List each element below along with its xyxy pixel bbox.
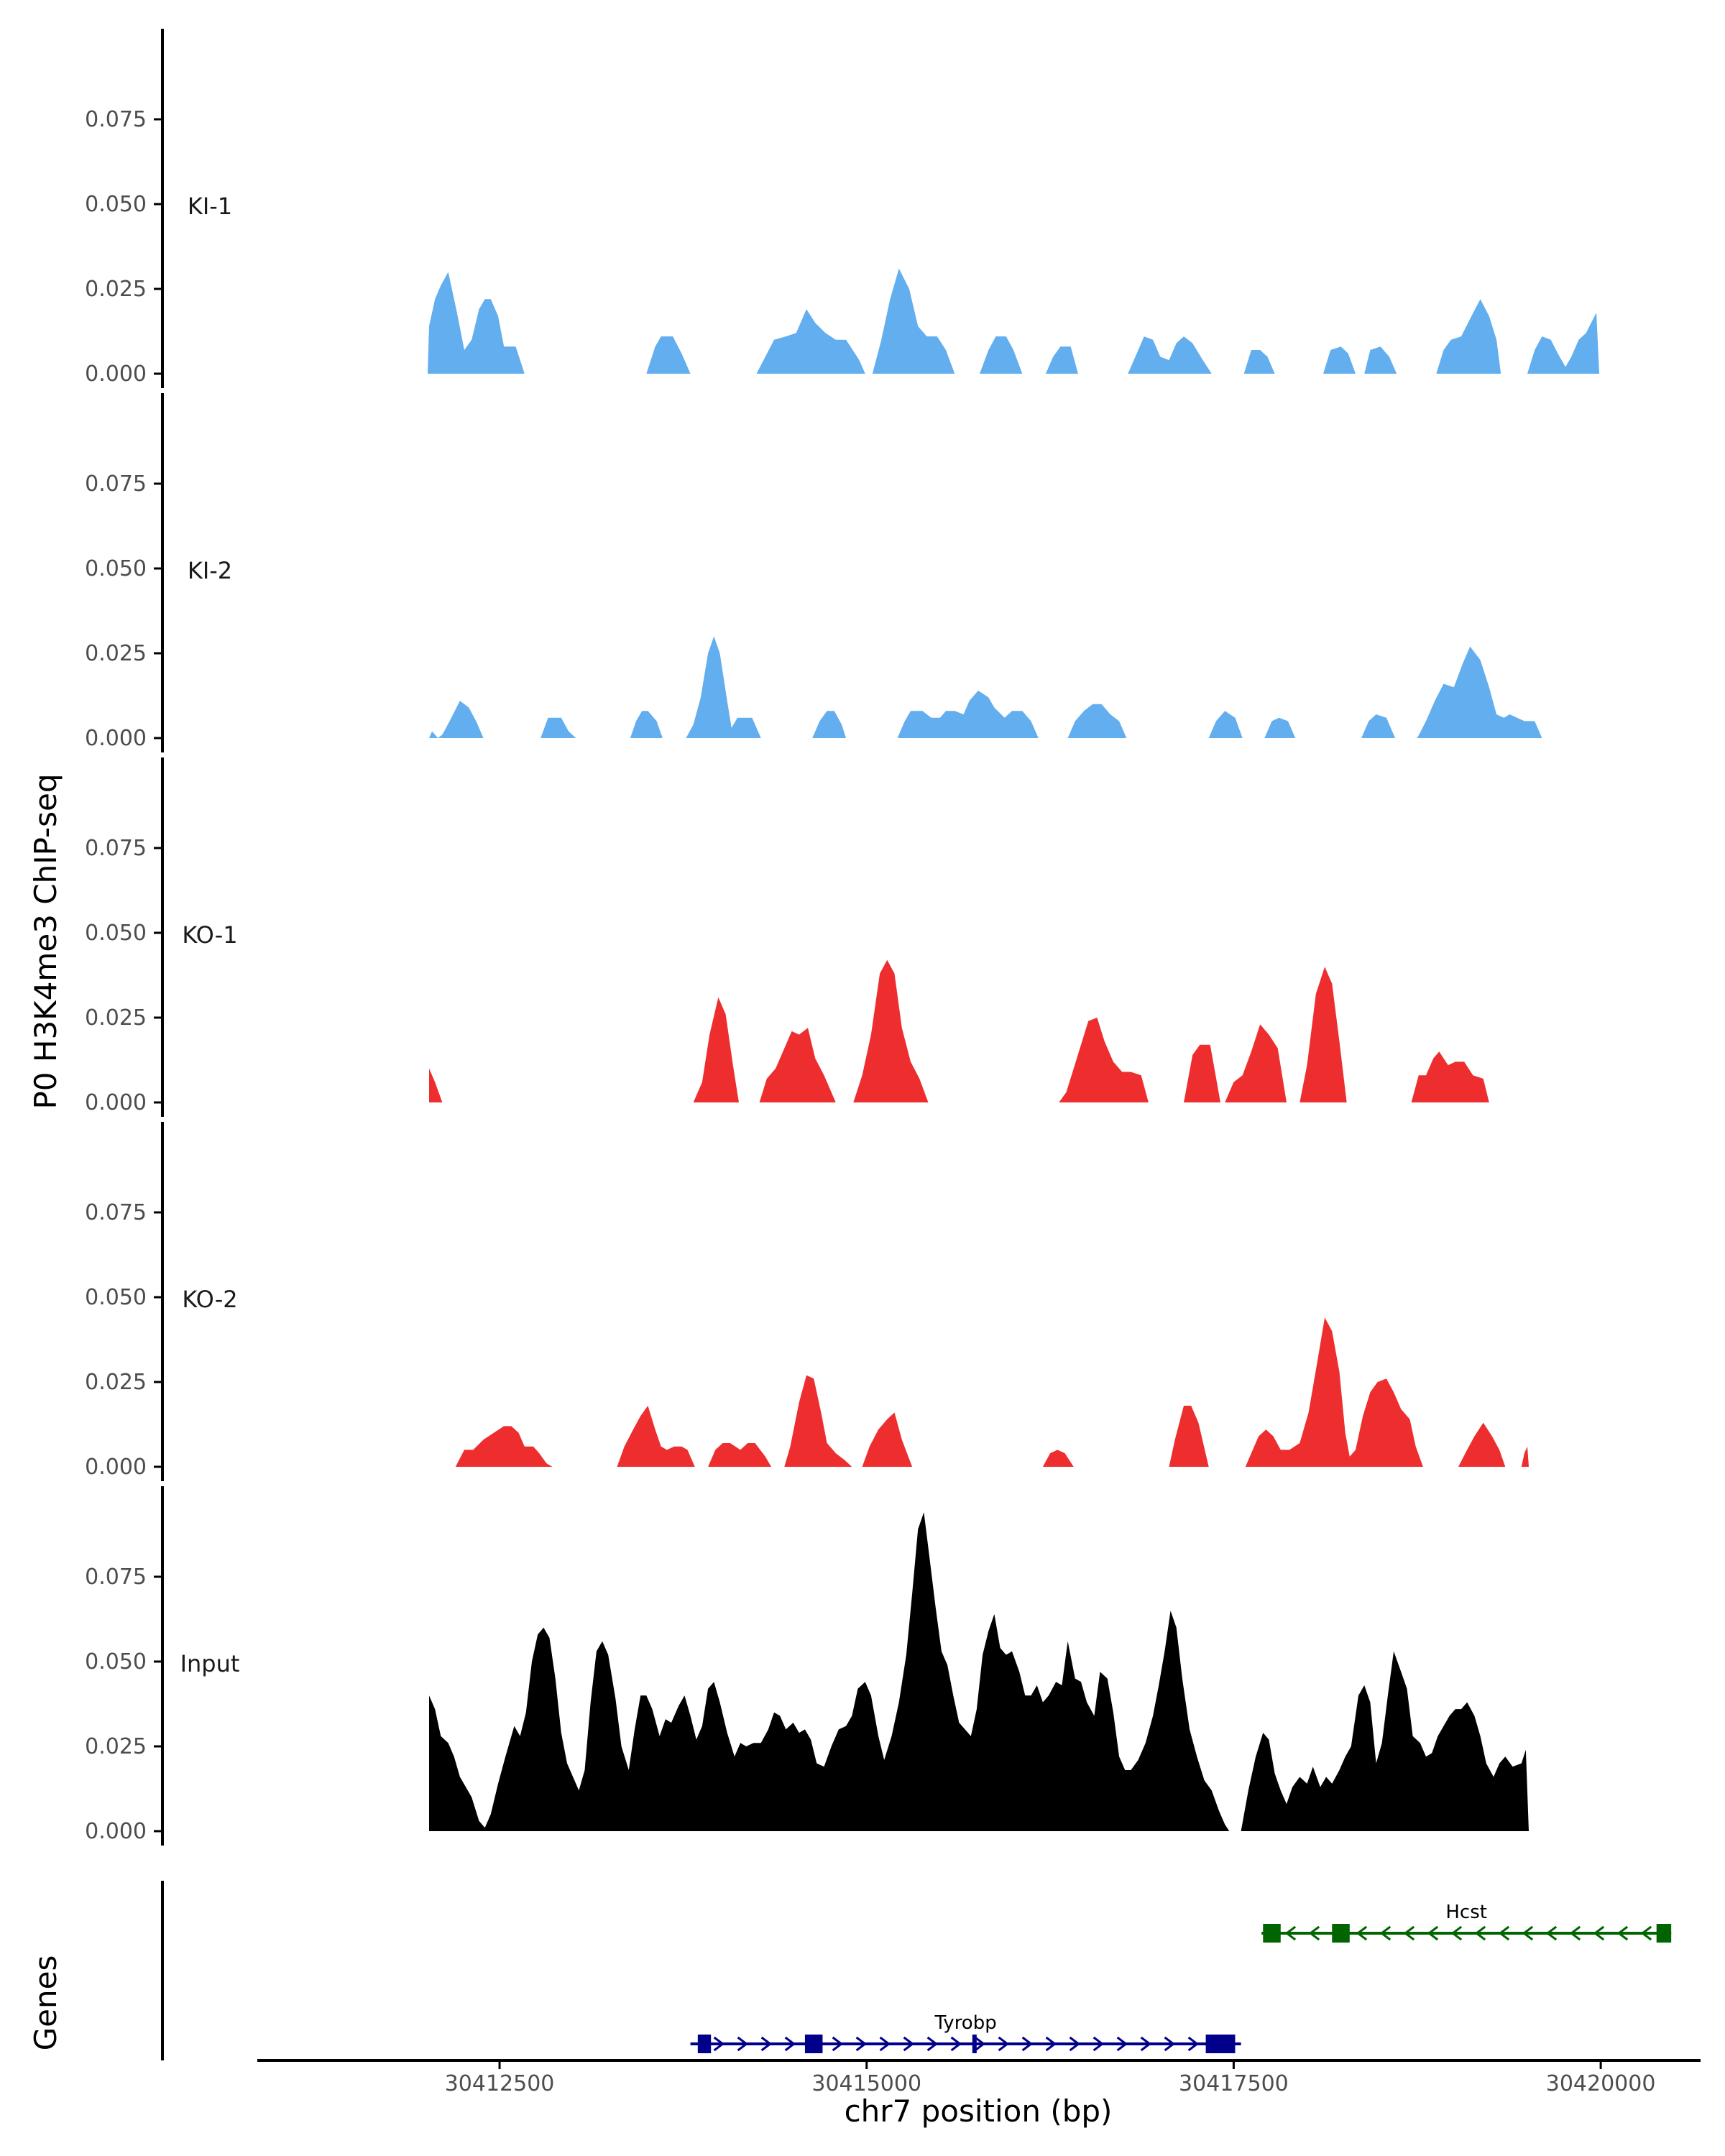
x-tick-label: 30412500 [445, 2071, 555, 2096]
y-tick-label: 0.025 [85, 1005, 147, 1031]
x-tick-label: 30415000 [811, 2071, 921, 2096]
gene-hcst-label: Hcst [1445, 1902, 1487, 1923]
track-label: KO-2 [182, 1286, 237, 1313]
gene-tyrobp-exon [805, 2035, 823, 2053]
y-tick-label: 0.050 [85, 192, 147, 217]
y-tick-label: 0.075 [85, 1565, 147, 1590]
y-tick-label: 0.000 [85, 361, 147, 387]
gene-hcst-exon [1657, 1924, 1671, 1943]
y-tick-label: 0.075 [85, 1200, 147, 1225]
genes-axis-title: Genes [28, 1955, 63, 2051]
y-tick-label: 0.000 [85, 1090, 147, 1115]
x-tick-label: 30417500 [1179, 2071, 1289, 2096]
y-tick-label: 0.050 [85, 1285, 147, 1310]
y-tick-label: 0.050 [85, 921, 147, 946]
gene-tyrobp-label: Tyrobp [934, 2012, 996, 2034]
y-tick-label: 0.075 [85, 107, 147, 132]
gene-hcst-exon [1332, 1924, 1350, 1943]
track-label: KI-2 [188, 557, 232, 584]
chart-figure: 0.000 0.025 0.050 0.075 KI-1 0.000 0.025 0.050 0… [0, 0, 1725, 2156]
gene-tyrobp-exon [698, 2035, 711, 2053]
track-label: Input [180, 1650, 240, 1677]
gene-hcst-exon [1263, 1924, 1281, 1943]
y-axis-title: P0 H3K4me3 ChIP-seq [28, 773, 63, 1109]
gene-tyrobp-exon [1206, 2035, 1236, 2053]
y-tick-label: 0.075 [85, 471, 147, 497]
y-tick-label: 0.025 [85, 1370, 147, 1395]
y-tick-label: 0.050 [85, 1649, 147, 1674]
y-tick-label: 0.000 [85, 1819, 147, 1844]
x-tick-label: 30420000 [1546, 2071, 1656, 2096]
y-tick-label: 0.050 [85, 556, 147, 581]
y-tick-label: 0.075 [85, 836, 147, 861]
x-axis-title: chr7 position (bp) [845, 2093, 1113, 2129]
gene-tyrobp-exon [972, 2035, 977, 2053]
y-tick-label: 0.025 [85, 1734, 147, 1759]
y-tick-label: 0.025 [85, 277, 147, 302]
y-tick-label: 0.000 [85, 726, 147, 751]
track-label: KI-1 [188, 193, 232, 220]
track-label: KO-1 [182, 921, 237, 949]
y-tick-label: 0.025 [85, 641, 147, 666]
y-tick-label: 0.000 [85, 1455, 147, 1480]
